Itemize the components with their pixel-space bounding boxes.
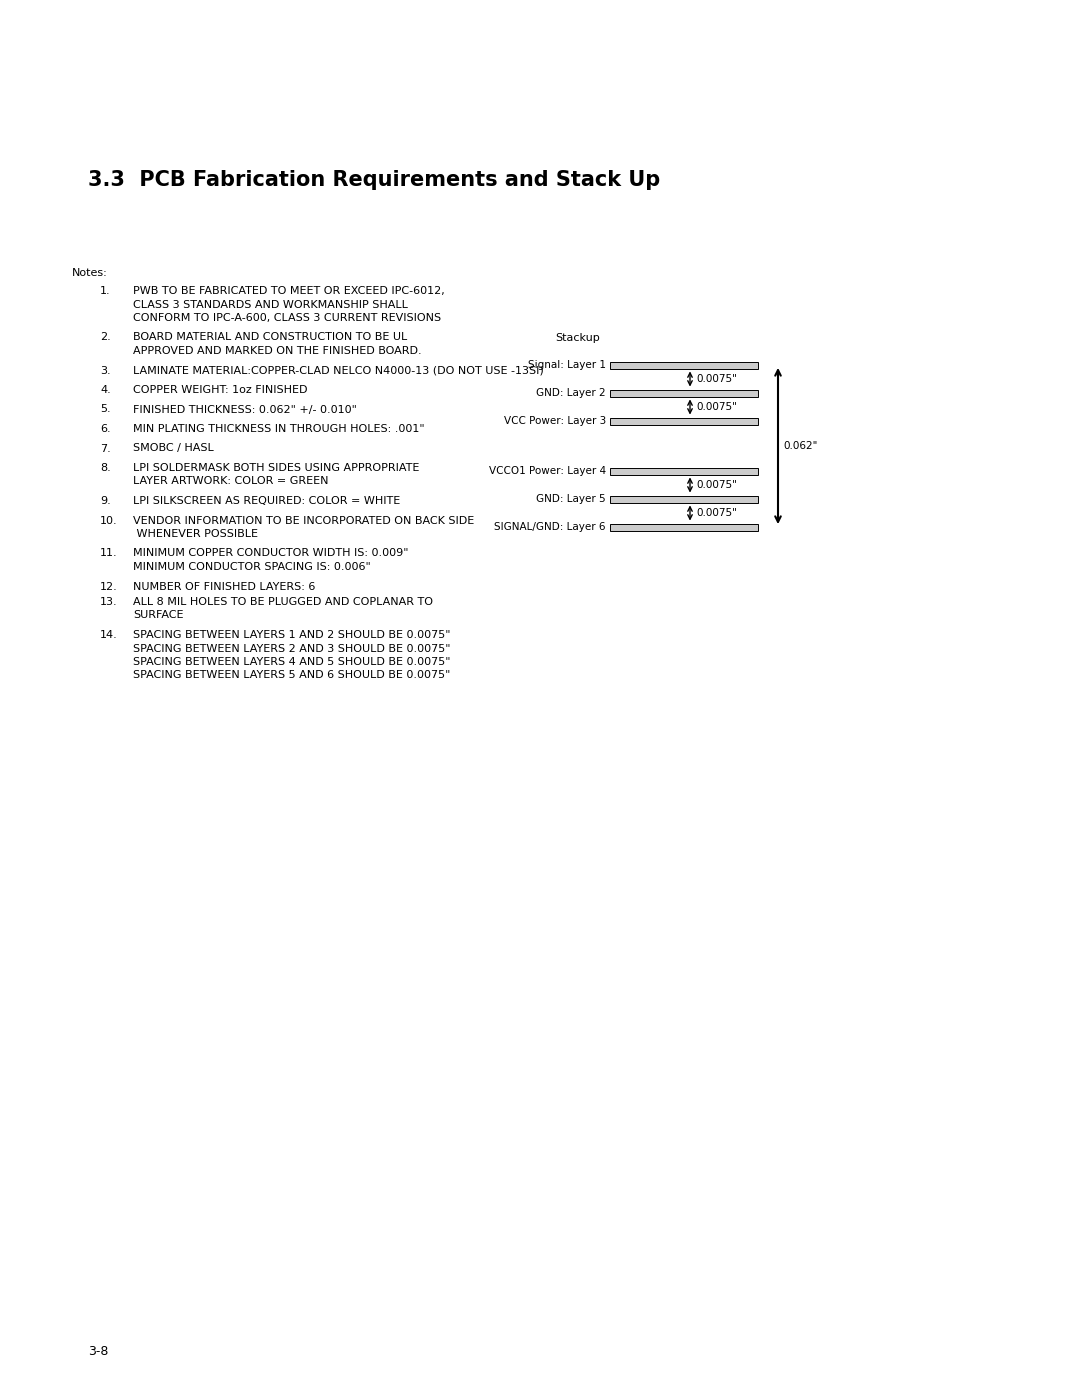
- Text: 3.: 3.: [100, 366, 110, 376]
- Text: 0.062": 0.062": [783, 441, 818, 451]
- Text: ALL 8 MIL HOLES TO BE PLUGGED AND COPLANAR TO: ALL 8 MIL HOLES TO BE PLUGGED AND COPLAN…: [133, 597, 433, 608]
- Bar: [610, 496, 758, 503]
- Text: MINIMUM COPPER CONDUCTOR WIDTH IS: 0.009": MINIMUM COPPER CONDUCTOR WIDTH IS: 0.009…: [133, 549, 408, 559]
- Text: 2.: 2.: [100, 332, 111, 342]
- Bar: [610, 362, 758, 369]
- Text: Signal: Layer 1: Signal: Layer 1: [528, 360, 606, 370]
- Text: 1.: 1.: [100, 286, 110, 296]
- Text: LAYER ARTWORK: COLOR = GREEN: LAYER ARTWORK: COLOR = GREEN: [133, 476, 328, 486]
- Text: GND: Layer 2: GND: Layer 2: [537, 388, 606, 398]
- Text: LPI SILKSCREEN AS REQUIRED: COLOR = WHITE: LPI SILKSCREEN AS REQUIRED: COLOR = WHIT…: [133, 496, 401, 506]
- Text: 8.: 8.: [100, 462, 111, 474]
- Text: 9.: 9.: [100, 496, 111, 506]
- Text: LPI SOLDERMASK BOTH SIDES USING APPROPRIATE: LPI SOLDERMASK BOTH SIDES USING APPROPRI…: [133, 462, 419, 474]
- Text: 13.: 13.: [100, 597, 118, 608]
- Text: FINISHED THICKNESS: 0.062" +/- 0.010": FINISHED THICKNESS: 0.062" +/- 0.010": [133, 405, 356, 415]
- Text: 11.: 11.: [100, 549, 118, 559]
- Text: Notes:: Notes:: [72, 268, 108, 278]
- Bar: [610, 468, 758, 475]
- Text: SURFACE: SURFACE: [133, 610, 184, 620]
- Bar: [610, 418, 758, 425]
- Text: SMOBC / HASL: SMOBC / HASL: [133, 443, 214, 454]
- Text: 3.3  PCB Fabrication Requirements and Stack Up: 3.3 PCB Fabrication Requirements and Sta…: [87, 170, 660, 190]
- Text: COPPER WEIGHT: 1oz FINISHED: COPPER WEIGHT: 1oz FINISHED: [133, 386, 308, 395]
- Text: MINIMUM CONDUCTOR SPACING IS: 0.006": MINIMUM CONDUCTOR SPACING IS: 0.006": [133, 562, 370, 571]
- Text: 3-8: 3-8: [87, 1345, 108, 1358]
- Text: CONFORM TO IPC-A-600, CLASS 3 CURRENT REVISIONS: CONFORM TO IPC-A-600, CLASS 3 CURRENT RE…: [133, 313, 441, 323]
- Text: GND: Layer 5: GND: Layer 5: [537, 495, 606, 504]
- Text: 0.0075": 0.0075": [696, 402, 737, 412]
- Text: WHENEVER POSSIBLE: WHENEVER POSSIBLE: [133, 529, 258, 539]
- Bar: [610, 390, 758, 397]
- Text: 10.: 10.: [100, 515, 118, 525]
- Text: VENDOR INFORMATION TO BE INCORPORATED ON BACK SIDE: VENDOR INFORMATION TO BE INCORPORATED ON…: [133, 515, 474, 525]
- Bar: [610, 524, 758, 531]
- Text: 0.0075": 0.0075": [696, 374, 737, 384]
- Text: NUMBER OF FINISHED LAYERS: 6: NUMBER OF FINISHED LAYERS: 6: [133, 581, 315, 591]
- Text: 5.: 5.: [100, 405, 110, 415]
- Text: MIN PLATING THICKNESS IN THROUGH HOLES: .001": MIN PLATING THICKNESS IN THROUGH HOLES: …: [133, 425, 424, 434]
- Text: 0.0075": 0.0075": [696, 509, 737, 518]
- Text: SPACING BETWEEN LAYERS 1 AND 2 SHOULD BE 0.0075": SPACING BETWEEN LAYERS 1 AND 2 SHOULD BE…: [133, 630, 450, 640]
- Text: 7.: 7.: [100, 443, 111, 454]
- Text: VCC Power: Layer 3: VCC Power: Layer 3: [503, 416, 606, 426]
- Text: CLASS 3 STANDARDS AND WORKMANSHIP SHALL: CLASS 3 STANDARDS AND WORKMANSHIP SHALL: [133, 299, 408, 310]
- Text: APPROVED AND MARKED ON THE FINISHED BOARD.: APPROVED AND MARKED ON THE FINISHED BOAR…: [133, 346, 421, 356]
- Text: 0.0075": 0.0075": [696, 481, 737, 490]
- Text: LAMINATE MATERIAL:COPPER-CLAD NELCO N4000-13 (DO NOT USE -13SI): LAMINATE MATERIAL:COPPER-CLAD NELCO N400…: [133, 366, 543, 376]
- Text: 12.: 12.: [100, 581, 118, 591]
- Text: SPACING BETWEEN LAYERS 2 AND 3 SHOULD BE 0.0075": SPACING BETWEEN LAYERS 2 AND 3 SHOULD BE…: [133, 644, 450, 654]
- Text: VCCO1 Power: Layer 4: VCCO1 Power: Layer 4: [489, 467, 606, 476]
- Text: BOARD MATERIAL AND CONSTRUCTION TO BE UL: BOARD MATERIAL AND CONSTRUCTION TO BE UL: [133, 332, 407, 342]
- Text: SPACING BETWEEN LAYERS 4 AND 5 SHOULD BE 0.0075": SPACING BETWEEN LAYERS 4 AND 5 SHOULD BE…: [133, 657, 450, 666]
- Text: 4.: 4.: [100, 386, 111, 395]
- Text: Stackup: Stackup: [555, 332, 599, 344]
- Text: PWB TO BE FABRICATED TO MEET OR EXCEED IPC-6012,: PWB TO BE FABRICATED TO MEET OR EXCEED I…: [133, 286, 445, 296]
- Text: 6.: 6.: [100, 425, 110, 434]
- Text: SPACING BETWEEN LAYERS 5 AND 6 SHOULD BE 0.0075": SPACING BETWEEN LAYERS 5 AND 6 SHOULD BE…: [133, 671, 450, 680]
- Text: SIGNAL/GND: Layer 6: SIGNAL/GND: Layer 6: [495, 522, 606, 532]
- Text: 14.: 14.: [100, 630, 118, 640]
